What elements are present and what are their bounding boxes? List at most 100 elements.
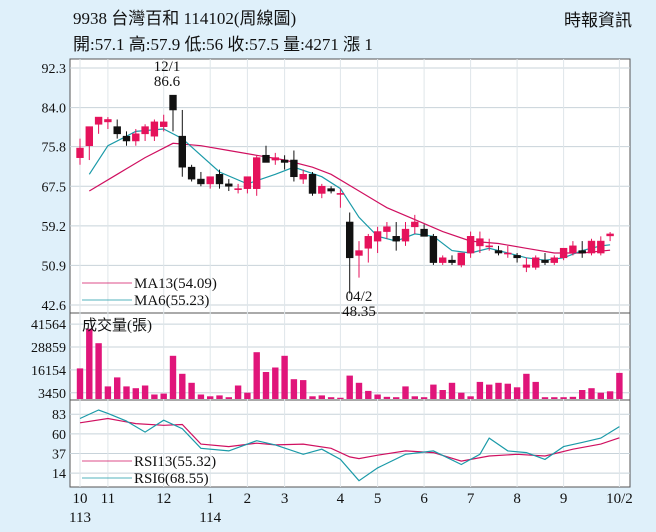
volume-bar	[179, 373, 186, 399]
low-date-label: 04/2	[346, 289, 373, 305]
candle-body	[85, 126, 94, 147]
candle-body	[141, 126, 149, 135]
volume-bar	[216, 395, 223, 399]
volume-bar	[579, 390, 586, 399]
volume-bar	[504, 383, 511, 399]
volume-bar	[532, 381, 539, 399]
candle-body	[401, 228, 410, 242]
volume-bar	[76, 368, 84, 399]
candle-body	[299, 174, 307, 180]
candle-body	[448, 259, 456, 263]
candle-body	[327, 188, 335, 192]
candlesticks	[76, 94, 614, 294]
x-tick-label: 6	[420, 491, 428, 507]
year-label: 114	[199, 510, 221, 526]
volume-bar	[467, 396, 474, 399]
stock-name: 台灣百和	[111, 9, 180, 28]
rsi-tick-label: 83	[52, 408, 66, 423]
candle-body	[187, 166, 196, 180]
candle-body	[253, 157, 261, 189]
x-tick-label: 5	[374, 491, 382, 507]
candle-body	[597, 240, 605, 254]
candle-body	[587, 240, 596, 254]
volume-bar	[439, 390, 446, 399]
volume-bar	[458, 392, 465, 399]
ma13-line	[88, 142, 611, 254]
rsi6-line	[79, 409, 620, 482]
x-tick-label: 10/2	[606, 491, 633, 507]
candle-body	[215, 174, 224, 185]
volume-bar	[597, 392, 604, 399]
candle-body	[122, 135, 131, 142]
candle-body	[606, 233, 614, 237]
volume-bar	[95, 343, 102, 399]
price-tick-label: 92.3	[42, 62, 67, 77]
x-tick-label: 1	[206, 491, 214, 507]
candle-body	[578, 250, 586, 254]
legends: MA13(54.09)MA6(55.23) 成交量(張) RSI13(55.32)R…	[82, 276, 217, 487]
volume-bar	[402, 386, 409, 399]
axis-labels: 92.384.075.867.559.250.942.6415642885916…	[31, 59, 633, 526]
volume-bar	[262, 372, 270, 399]
volume-bar	[588, 388, 595, 399]
x-tick-label: 2	[244, 491, 252, 507]
stock-code: 9938	[73, 9, 107, 28]
price-tick-label: 50.9	[42, 259, 67, 274]
candle-body	[132, 133, 140, 142]
volume-tick-label: 16154	[31, 364, 66, 379]
candle-body	[550, 257, 559, 263]
volume-bar	[523, 373, 530, 399]
rsi-tick-label: 37	[52, 447, 66, 462]
rsi-lines	[79, 409, 620, 482]
grid-lines	[70, 59, 630, 487]
volume-bar	[337, 397, 344, 399]
volume-bar	[393, 397, 400, 399]
volume-bar	[253, 352, 260, 399]
candle-body	[234, 188, 242, 190]
volume-bar	[551, 397, 558, 399]
candle-body	[280, 159, 289, 163]
chart-title: 114102(周線圖)	[183, 9, 297, 28]
volume-bar	[151, 394, 158, 399]
volume-bar	[244, 392, 251, 399]
x-tick-label: 11	[101, 491, 115, 507]
rsi-tick-label: 14	[52, 467, 66, 482]
candle-body	[94, 116, 103, 125]
candle-body	[494, 250, 503, 254]
volume-bar	[569, 396, 577, 399]
volume-bar	[300, 380, 307, 399]
rsi6-legend-label: RSI6(68.55)	[134, 471, 209, 487]
price-tick-label: 75.8	[42, 141, 67, 156]
candle-body	[160, 121, 168, 127]
candle-body	[113, 126, 121, 135]
volume-bar	[448, 382, 456, 399]
ma13-legend-label: MA13(54.09)	[134, 276, 217, 292]
candle-body	[383, 226, 391, 232]
volume-bar	[476, 381, 484, 399]
header-line-1: 9938 台灣百和 114102(周線圖)	[73, 4, 296, 29]
candle-body	[178, 135, 186, 168]
candle-body	[104, 119, 112, 123]
volume-bars	[76, 328, 623, 399]
candle-body	[364, 236, 372, 249]
volume-bar	[290, 379, 298, 399]
volume-bar	[355, 382, 363, 399]
candle-body	[225, 183, 233, 187]
price-tick-label: 42.6	[42, 299, 67, 314]
x-tick-label: 12	[156, 491, 171, 507]
volume-bar	[606, 391, 614, 399]
x-tick-label: 8	[513, 491, 521, 507]
candle-body	[531, 257, 540, 268]
rsi13-line	[79, 417, 620, 462]
volume-bar	[318, 395, 325, 399]
volume-bar	[560, 397, 567, 399]
price-tick-label: 59.2	[42, 220, 67, 235]
candle-body	[457, 252, 465, 266]
volume-tick-label: 3450	[38, 387, 66, 402]
candle-body	[262, 154, 270, 163]
volume-bar	[309, 396, 316, 399]
candle-body	[420, 228, 428, 237]
volume-bar	[225, 397, 232, 399]
source-label: 時報資訊	[564, 11, 632, 30]
